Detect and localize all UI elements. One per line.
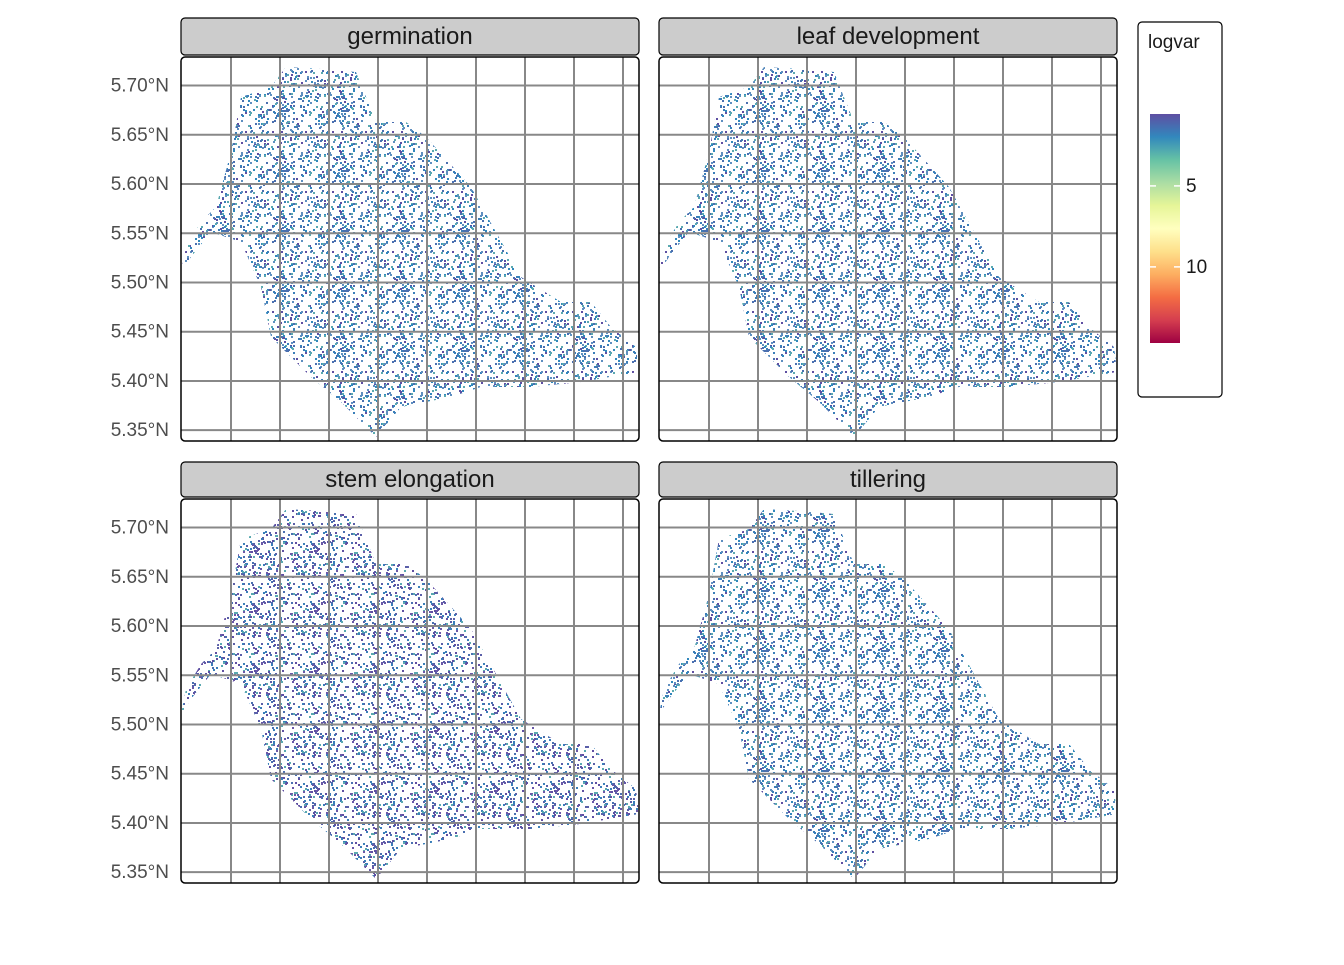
y-tick-label: 5.55°N bbox=[111, 665, 169, 686]
facet-strip bbox=[658, 17, 1118, 56]
facet-title: germination bbox=[347, 23, 472, 50]
facet-strip bbox=[658, 461, 1118, 498]
facet-strip bbox=[180, 17, 640, 56]
legend-tick-label: 5 bbox=[1186, 176, 1197, 197]
y-tick-label: 5.40°N bbox=[111, 813, 169, 834]
legend-title: logvar bbox=[1148, 32, 1200, 53]
y-tick-label: 5.40°N bbox=[111, 371, 169, 392]
y-tick-label: 5.55°N bbox=[111, 223, 169, 244]
facet-title: tillering bbox=[850, 466, 926, 493]
legend-tick-label: 10 bbox=[1186, 257, 1207, 278]
panel-border bbox=[658, 498, 1118, 884]
colorbar bbox=[1150, 114, 1180, 343]
y-tick-label: 5.35°N bbox=[111, 862, 169, 883]
y-tick-label: 5.45°N bbox=[111, 322, 169, 343]
y-tick-label: 5.45°N bbox=[111, 764, 169, 785]
panel-border bbox=[180, 498, 640, 884]
facet-strip bbox=[180, 461, 640, 498]
y-tick-label: 5.35°N bbox=[111, 420, 169, 441]
y-tick-label: 5.60°N bbox=[111, 174, 169, 195]
facet-title: stem elongation bbox=[325, 466, 494, 493]
y-tick-label: 5.70°N bbox=[111, 76, 169, 97]
y-tick-label: 5.70°N bbox=[111, 518, 169, 539]
y-tick-label: 5.50°N bbox=[111, 714, 169, 735]
panel-border bbox=[658, 56, 1118, 442]
panel-border bbox=[180, 56, 640, 442]
y-tick-label: 5.65°N bbox=[111, 567, 169, 588]
y-tick-label: 5.60°N bbox=[111, 616, 169, 637]
y-tick-label: 5.65°N bbox=[111, 125, 169, 146]
facet-title: leaf development bbox=[797, 23, 980, 50]
y-tick-label: 5.50°N bbox=[111, 272, 169, 293]
